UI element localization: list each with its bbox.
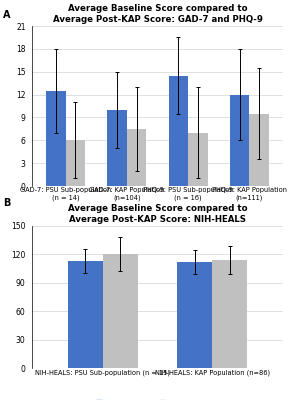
Bar [107, 110, 127, 186]
Title: Average Baseline Score compared to
Average Post-KAP Score: GAD-7 and PHQ-9: Average Baseline Score compared to Avera… [53, 4, 262, 24]
Bar [46, 91, 66, 186]
Bar [168, 76, 188, 186]
Bar [103, 254, 138, 368]
Bar [188, 133, 208, 186]
Text: B: B [3, 198, 10, 208]
Bar [66, 140, 85, 186]
Legend: Baseline Score, Post-KAP Score: Baseline Score, Post-KAP Score [93, 238, 222, 249]
Legend: Baseline Score, Post-KAP Score: Baseline Score, Post-KAP Score [93, 397, 222, 400]
Bar [68, 261, 103, 368]
Bar [127, 129, 147, 186]
Title: Average Baseline Score compared to
Average Post-KAP Score: NIH-HEALS: Average Baseline Score compared to Avera… [68, 204, 247, 224]
Bar [230, 94, 249, 186]
Bar [177, 262, 212, 368]
Text: A: A [3, 10, 10, 20]
Bar [249, 114, 269, 186]
Bar [212, 260, 247, 368]
